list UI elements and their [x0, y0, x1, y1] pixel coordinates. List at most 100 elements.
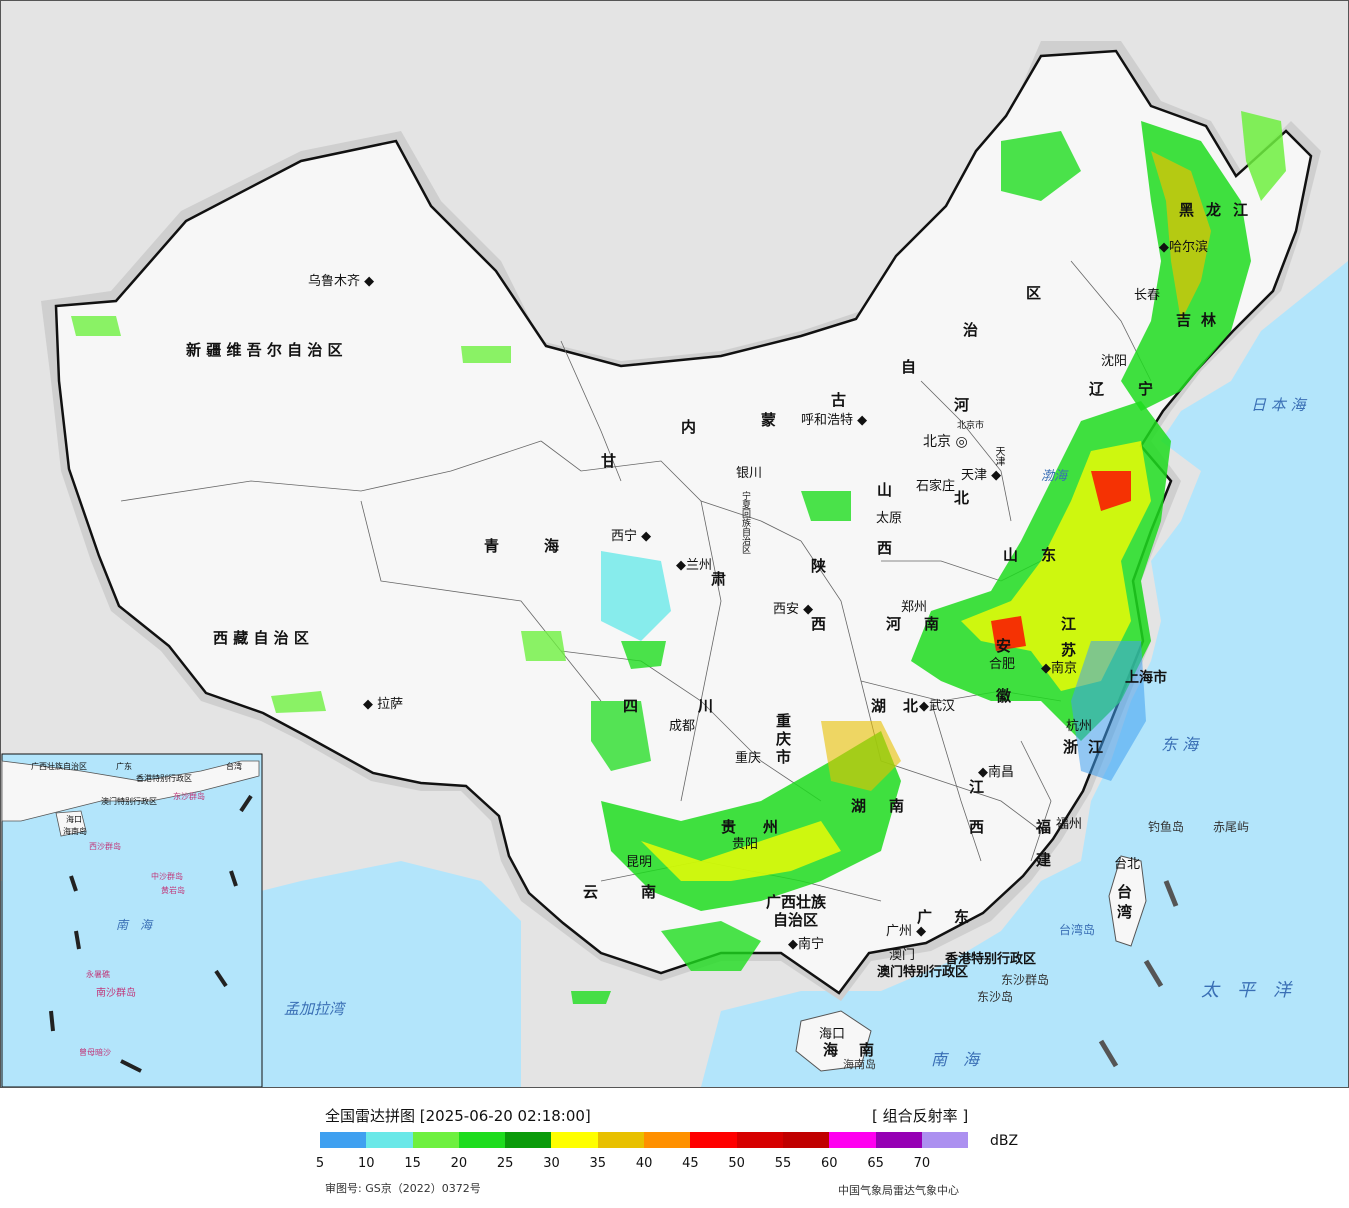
- city-yinchuan-label: 银川: [736, 466, 763, 481]
- city-nanchang[interactable]: ◆南昌: [978, 765, 1015, 780]
- city-harbin-label: 哈尔滨: [1169, 240, 1209, 255]
- label-hunan-1: 湖: [851, 797, 867, 815]
- scale-swatch: [366, 1132, 413, 1148]
- city-haikou-label: 海口: [819, 1027, 846, 1042]
- city-shijiazhuang-label: 石家庄: [916, 479, 956, 494]
- label-henan-2: 南: [924, 615, 940, 633]
- label-ningxia: 宁夏回族自治区: [740, 491, 750, 554]
- label-chongqing-1: 重: [776, 712, 792, 730]
- scale-tick-label: 15: [404, 1156, 421, 1171]
- label-neimenggu-3: 古: [831, 391, 847, 409]
- city-beijing[interactable]: 北京 ◎: [923, 434, 968, 450]
- nine-dash-line: [1098, 880, 1179, 1068]
- scale-swatch: [690, 1132, 737, 1148]
- city-zhengzhou[interactable]: 郑州: [901, 596, 927, 615]
- scale-tick-label: 70: [913, 1156, 931, 1171]
- city-taiyuan[interactable]: 太原: [876, 507, 902, 526]
- city-guiyang-label: 贵阳: [732, 837, 759, 852]
- city-hangzhou[interactable]: 杭州: [1066, 715, 1092, 734]
- label-hebei-2: 北: [954, 489, 970, 507]
- label-tianjin-city: 天津: [993, 446, 1004, 466]
- scale-tick-label: 65: [867, 1156, 884, 1171]
- city-hohhot[interactable]: 呼和浩特 ◆: [801, 413, 868, 428]
- city-guangzhou-label: 广州: [886, 924, 913, 939]
- city-hefei[interactable]: 合肥: [989, 653, 1015, 672]
- sea-japan: 日 本 海: [1251, 396, 1306, 414]
- city-urumqi[interactable]: 乌鲁木齐 ◆: [308, 274, 375, 289]
- taiwan-island: [1108, 855, 1147, 947]
- city-fuzhou[interactable]: 福州: [1056, 813, 1082, 832]
- island-diaoyu: 钓鱼岛: [1148, 820, 1185, 834]
- label-liaoning-2: 宁: [1138, 380, 1154, 398]
- city-changchun-label: 长春: [1134, 288, 1161, 303]
- label-hongkong: 香港特别行政区: [945, 952, 1037, 967]
- scale-swatch: [458, 1132, 506, 1148]
- label-sichuan-1: 四: [623, 697, 639, 715]
- label-chongqing-3: 市: [776, 748, 792, 766]
- label-henan-1: 河: [886, 615, 902, 633]
- city-lanzhou[interactable]: ◆兰州: [676, 558, 713, 573]
- label-jilin-1: 吉: [1176, 311, 1192, 329]
- city-xining[interactable]: 西宁 ◆: [611, 529, 652, 544]
- label-hunan-2: 南: [889, 797, 905, 815]
- label-heilongjiang-2: 龙: [1206, 201, 1222, 219]
- city-chongqing[interactable]: 重庆: [735, 747, 761, 766]
- city-haikou[interactable]: 海口: [819, 1023, 845, 1042]
- label-zhejiang-2: 江: [1088, 738, 1104, 756]
- city-hohhot-label: 呼和浩特: [801, 413, 854, 428]
- city-xian[interactable]: 西安 ◆: [773, 602, 814, 617]
- city-wuhan[interactable]: ◆武汉: [919, 699, 956, 714]
- city-shenyang[interactable]: 沈阳: [1101, 350, 1127, 369]
- label-neimenggu-5: 治: [963, 321, 979, 339]
- city-guangzhou[interactable]: 广州 ◆: [886, 924, 927, 939]
- label-jiangxi-2: 西: [969, 818, 985, 836]
- label-gansu-2: 肃: [711, 570, 727, 588]
- city-taiyuan-label: 太原: [876, 511, 903, 526]
- color-scale: [320, 1132, 969, 1148]
- scale-swatch: [320, 1132, 367, 1148]
- label-anhui-1: 安: [996, 637, 1012, 655]
- radar-map[interactable]: 新 疆 维 吾 尔 自 治 区 西 藏 自 治 区 青 海 甘 肃 宁夏回族自治…: [0, 0, 1349, 1088]
- label-heilongjiang-1: 黑: [1179, 201, 1195, 219]
- city-yinchuan[interactable]: 银川: [736, 462, 762, 481]
- island-dongsha-dao: 东沙岛: [977, 990, 1014, 1004]
- label-beijing-city: 北京市: [957, 421, 985, 431]
- map-canvas: [1, 1, 1348, 1087]
- city-tianjin[interactable]: 天津 ◆: [961, 468, 1002, 483]
- hainan-island: [795, 1010, 872, 1072]
- scale-swatch: [644, 1132, 691, 1148]
- city-lhasa[interactable]: ◆ 拉萨: [363, 697, 404, 712]
- city-kunming[interactable]: 昆明: [626, 851, 652, 870]
- city-chengdu[interactable]: 成都: [669, 715, 695, 734]
- inset-zhongsha: 中沙群岛: [151, 872, 183, 881]
- label-hebei-1: 河: [954, 396, 970, 414]
- city-nanning-label: 南宁: [798, 937, 825, 952]
- scale-swatch: [412, 1132, 459, 1148]
- inset-taiwan: 台湾: [226, 762, 242, 771]
- city-xining-label: 西宁: [611, 529, 638, 544]
- inset-hainan: 海南岛: [63, 827, 87, 836]
- city-macao[interactable]: 澳门: [889, 944, 915, 963]
- label-jiangsu-2: 苏: [1061, 641, 1077, 659]
- label-guizhou-1: 贵: [721, 818, 737, 836]
- city-shijiazhuang[interactable]: 石家庄: [916, 475, 955, 494]
- city-harbin[interactable]: ◆哈尔滨: [1159, 240, 1209, 255]
- approval-number: 审图号: GS京（2022）0372号: [325, 1182, 481, 1195]
- legend-unit: dBZ: [990, 1133, 1019, 1149]
- scale-swatch: [505, 1132, 552, 1148]
- city-guiyang[interactable]: 贵阳: [732, 833, 758, 852]
- city-nanjing[interactable]: ◆南京: [1041, 661, 1078, 676]
- sea-pacific: 太 平 洋: [1201, 980, 1291, 1001]
- scale-tick-label: 60: [821, 1156, 838, 1171]
- city-taibei[interactable]: 台北: [1114, 853, 1140, 872]
- city-chengdu-label: 成都: [669, 719, 696, 734]
- label-guizhou-2: 州: [763, 818, 779, 836]
- city-nanning[interactable]: ◆南宁: [788, 937, 825, 952]
- island-taiwan: 台湾岛: [1059, 923, 1096, 937]
- city-tianjin-label: 天津: [961, 468, 988, 483]
- city-changchun[interactable]: 长春: [1134, 284, 1160, 303]
- label-jiangxi-1: 江: [969, 778, 985, 796]
- scale-tick-label: 30: [543, 1156, 560, 1171]
- city-nanchang-label: 南昌: [988, 765, 1015, 780]
- label-shaanxi-1: 陕: [811, 557, 827, 575]
